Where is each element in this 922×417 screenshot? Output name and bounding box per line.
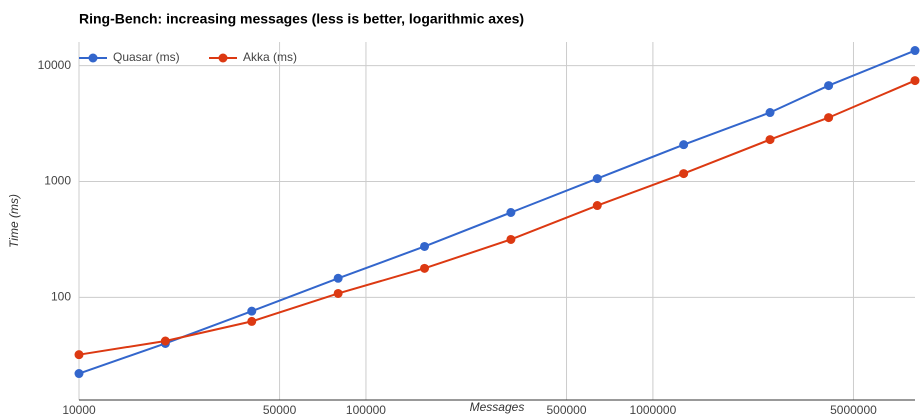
y-tick-label: 10000: [38, 58, 72, 72]
y-axis-title: Time (ms): [7, 194, 21, 248]
legend-marker: [88, 53, 98, 63]
data-point: [74, 369, 84, 379]
x-tick-label: 500000: [546, 403, 586, 417]
data-point: [910, 46, 920, 56]
data-point: [824, 81, 834, 91]
data-point: [333, 288, 343, 298]
data-point: [592, 201, 602, 211]
data-point: [679, 140, 689, 150]
data-point: [824, 113, 834, 123]
x-tick-label: 5000000: [830, 403, 877, 417]
y-tick-label: 1000: [44, 174, 71, 188]
data-point: [910, 76, 920, 86]
x-tick-label: 50000: [263, 403, 297, 417]
data-point: [506, 208, 516, 218]
data-point: [679, 169, 689, 179]
legend-label: Quasar (ms): [113, 50, 180, 64]
legend-marker: [218, 53, 228, 63]
data-point: [247, 316, 257, 326]
series-line: [78, 49, 916, 375]
data-point: [247, 306, 257, 316]
data-point: [506, 234, 516, 244]
data-point: [333, 273, 343, 283]
x-tick-label: 100000: [346, 403, 386, 417]
data-point: [74, 350, 84, 360]
data-point: [420, 241, 430, 251]
chart-title: Ring-Bench: increasing messages (less is…: [79, 11, 524, 27]
x-tick-label: 10000: [62, 403, 96, 417]
data-point: [765, 108, 775, 118]
data-point: [160, 336, 170, 346]
y-tick-label: 100: [51, 290, 71, 304]
x-axis-title: Messages: [470, 400, 525, 414]
data-point: [592, 174, 602, 184]
data-point: [765, 135, 775, 145]
data-point: [420, 263, 430, 273]
legend-label: Akka (ms): [243, 50, 297, 64]
x-tick-label: 1000000: [630, 403, 677, 417]
